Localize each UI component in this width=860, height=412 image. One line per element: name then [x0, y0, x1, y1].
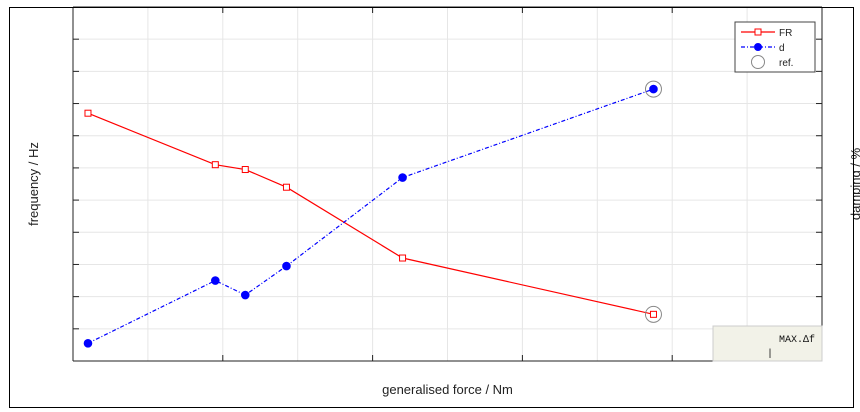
series-line-d [87, 88, 654, 344]
legend-entry-ref: ref. [751, 55, 793, 69]
y-axis-label-right: damping / % [848, 147, 860, 220]
x-axis-label: generalised force / Nm [382, 382, 513, 397]
legend-d-label: d [779, 43, 785, 54]
data-point-fr [241, 166, 249, 174]
data-point-d [398, 173, 407, 182]
max-delta-f-annotation: MAX.∆f | [712, 325, 823, 362]
legend-d-marker [754, 43, 762, 51]
annotation-label: MAX.∆f [779, 334, 815, 346]
data-point-fr [399, 254, 407, 262]
data-point-fr [282, 183, 290, 191]
legend-entry-fr: FR [741, 28, 792, 39]
y-axis-label-left: frequency / Hz [26, 142, 41, 226]
reference-marker [644, 80, 662, 98]
data-point-d [211, 276, 220, 285]
data-point-d [83, 339, 93, 348]
data-point-d [282, 261, 291, 271]
reference-markers [644, 80, 662, 323]
grid [73, 7, 822, 361]
legend-fr-marker [754, 28, 762, 36]
data-point-fr [211, 161, 219, 169]
legend-fr-label: FR [779, 28, 792, 39]
series-line-fr [87, 112, 654, 315]
legend-entry-d: d [741, 43, 785, 54]
legend: FR d ref. [734, 21, 816, 73]
data-point-fr [649, 310, 657, 318]
data-point-d [240, 290, 250, 300]
legend-ref-marker [751, 55, 765, 69]
legend-ref-label: ref. [779, 58, 793, 69]
annotation-value: | [767, 348, 773, 360]
data-point-fr [84, 109, 92, 117]
annotation-box [712, 325, 823, 362]
data-point-d [649, 84, 658, 94]
reference-marker [644, 305, 662, 323]
series [83, 84, 658, 348]
